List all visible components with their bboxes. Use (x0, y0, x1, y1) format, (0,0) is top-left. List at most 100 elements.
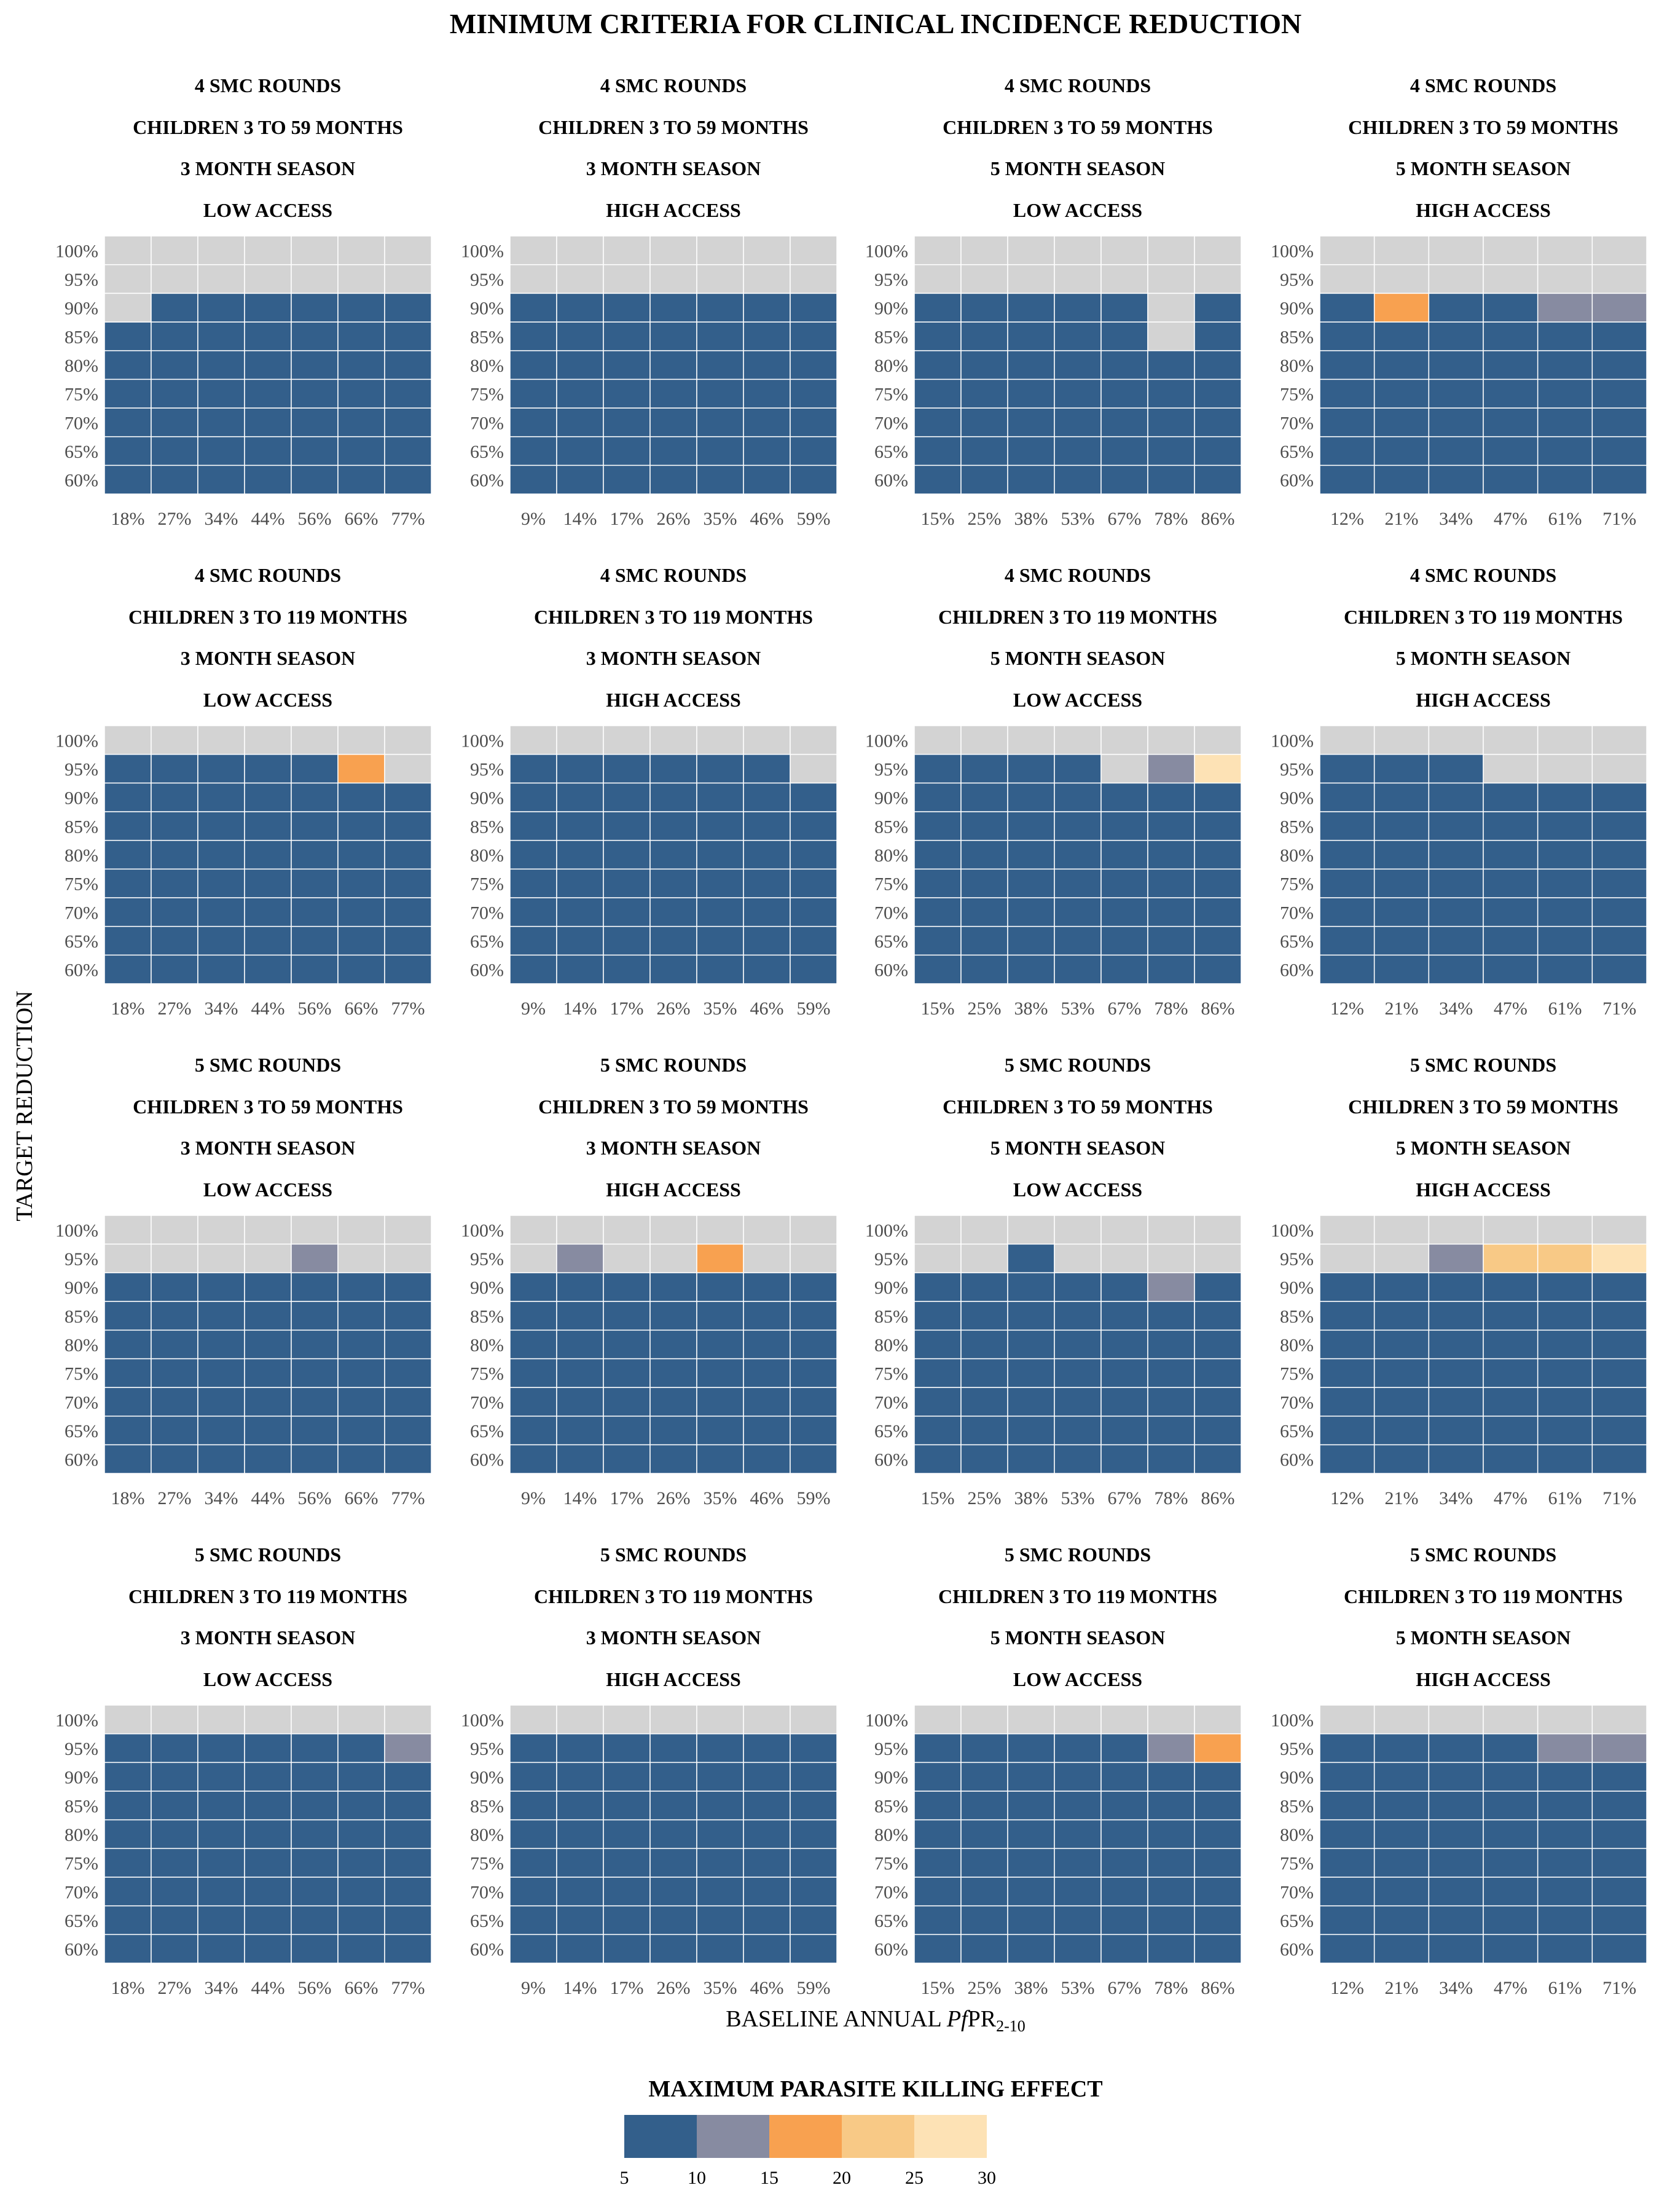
heatmap-cell (1373, 1329, 1430, 1360)
y-tick-label: 60% (874, 1940, 908, 1960)
y-tick-label: 100% (1271, 241, 1314, 261)
y-tick-label: 90% (874, 299, 908, 319)
heatmap-cell (1483, 1733, 1539, 1763)
heatmap-cell (960, 1848, 1008, 1878)
heatmap-cell (1100, 350, 1148, 380)
x-tick-label: 71% (1602, 998, 1636, 1019)
panel-season-label: 5 MONTH SEASON (990, 1626, 1165, 1649)
legend-swatch (842, 2115, 914, 2158)
heatmap-cell (1537, 868, 1593, 898)
heatmap-cell (556, 954, 604, 984)
heatmap-cell (1007, 321, 1055, 351)
heatmap-cell (509, 1819, 557, 1849)
heatmap-cell (743, 1444, 791, 1474)
heatmap-cell (960, 1272, 1008, 1302)
heatmap-cell (1591, 839, 1647, 870)
heatmap-cell (104, 1415, 152, 1446)
heatmap-cell (197, 378, 245, 409)
heatmap-cell (1591, 1358, 1647, 1388)
heatmap-cell (696, 753, 744, 784)
y-tick-label: 60% (1280, 960, 1314, 981)
heatmap-cell (1147, 1733, 1195, 1763)
y-tick-label: 80% (1280, 1335, 1314, 1355)
panel-season-label: 3 MONTH SEASON (181, 1626, 355, 1649)
y-tick-label: 85% (470, 1796, 504, 1816)
heatmap-cell (556, 811, 604, 841)
panel-season-label: 5 MONTH SEASON (990, 647, 1165, 669)
y-tick-label: 75% (470, 1854, 504, 1874)
heatmap-cell (914, 1877, 962, 1907)
y-tick-label: 95% (470, 270, 504, 290)
heatmap-cell (509, 1272, 557, 1302)
panel-access-label: HIGH ACCESS (606, 689, 741, 711)
heatmap-cell (291, 350, 339, 380)
heatmap-cell (1591, 753, 1647, 784)
heatmap-cell (696, 1387, 744, 1417)
y-tick-label: 70% (65, 1392, 98, 1413)
heatmap-cell (1147, 1819, 1195, 1849)
x-tick-label: 44% (251, 1488, 285, 1508)
heatmap-cell (556, 235, 604, 265)
heatmap-cell (696, 839, 744, 870)
heatmap-cell (914, 1358, 962, 1388)
y-tick-label: 65% (1280, 1421, 1314, 1441)
heatmap-cell (1054, 1272, 1102, 1302)
heatmap-cell (1373, 1704, 1430, 1735)
heatmap-cell (1100, 1215, 1148, 1245)
heatmap-cell (1054, 925, 1102, 956)
heatmap-cell (104, 1215, 152, 1245)
heatmap-cell (509, 925, 557, 956)
heatmap-cell (509, 407, 557, 437)
heatmap-cell (337, 753, 385, 784)
heatmap-cell (384, 1704, 432, 1735)
heatmap-cell (696, 321, 744, 351)
panel: 4 SMC ROUNDS CHILDREN 3 TO 59 MONTHS 5 MON… (865, 74, 1242, 529)
heatmap-cell (696, 1819, 744, 1849)
y-tick-label: 95% (1280, 270, 1314, 290)
heatmap-cell (151, 264, 198, 294)
heatmap-cell (509, 839, 557, 870)
heatmap-cell (1483, 465, 1539, 495)
heatmap-cell (696, 1358, 744, 1388)
heatmap-cell (790, 753, 837, 784)
heatmap-cell (509, 1848, 557, 1878)
heatmap-cell (914, 839, 962, 870)
panel-rounds-label: 4 SMC ROUNDS (1410, 564, 1556, 586)
heatmap-cell (603, 954, 651, 984)
heatmap-cell (1054, 378, 1102, 409)
x-tick-label: 46% (750, 998, 784, 1019)
heatmap-cell (104, 378, 152, 409)
panel: 4 SMC ROUNDS CHILDREN 3 TO 119 MONTHS 5 MO… (865, 564, 1242, 1019)
heatmap-cell (1007, 1358, 1055, 1388)
heatmap-cell (1591, 1387, 1647, 1417)
heatmap-cell (1147, 1301, 1195, 1331)
heatmap-cell (1537, 1704, 1593, 1735)
heatmap-cell (1537, 897, 1593, 927)
heatmap-cell (1428, 1387, 1484, 1417)
heatmap-cell (1100, 1704, 1148, 1735)
heatmap-cell (197, 1444, 245, 1474)
heatmap-cell (790, 436, 837, 466)
heatmap-cell (1373, 1934, 1430, 1964)
heatmap-cell (1373, 782, 1430, 812)
heatmap-cell (1537, 725, 1593, 755)
heatmap-cell (914, 1415, 962, 1446)
heatmap-cell (337, 264, 385, 294)
panel-rounds-label: 4 SMC ROUNDS (195, 564, 341, 586)
heatmap-cell (556, 868, 604, 898)
heatmap-cell (1100, 1243, 1148, 1274)
panel-season-label: 3 MONTH SEASON (181, 157, 355, 179)
heatmap-cell (960, 1905, 1008, 1936)
x-tick-label: 34% (205, 509, 238, 529)
heatmap-cell (914, 465, 962, 495)
heatmap-cell (151, 1387, 198, 1417)
y-tick-label: 100% (1271, 1220, 1314, 1241)
heatmap-cell (197, 897, 245, 927)
heatmap-cell (790, 350, 837, 380)
heatmap-cell (960, 1444, 1008, 1474)
heatmap-cell (244, 1733, 292, 1763)
heatmap-cell (649, 1877, 697, 1907)
heatmap-cell (603, 1329, 651, 1360)
heatmap-cell (649, 782, 697, 812)
heatmap-cell (696, 1329, 744, 1360)
